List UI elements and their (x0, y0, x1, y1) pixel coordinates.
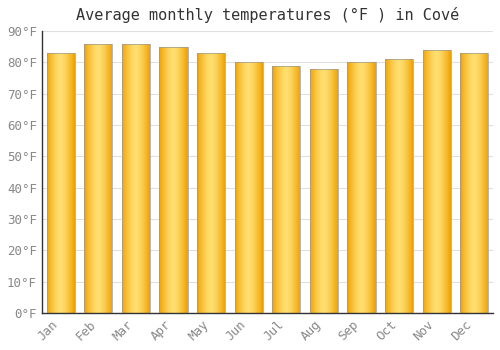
Bar (348, 62, 376, 313)
Bar (197, 53, 225, 313)
Title: Average monthly temperatures (°F ) in Cové: Average monthly temperatures (°F ) in Co… (76, 7, 459, 23)
Bar (385, 59, 413, 313)
Bar (460, 53, 488, 313)
Bar (160, 47, 188, 313)
Bar (122, 44, 150, 313)
Bar (272, 65, 300, 313)
Bar (234, 62, 262, 313)
Bar (422, 50, 451, 313)
Bar (46, 53, 74, 313)
Bar (84, 44, 112, 313)
Bar (310, 69, 338, 313)
